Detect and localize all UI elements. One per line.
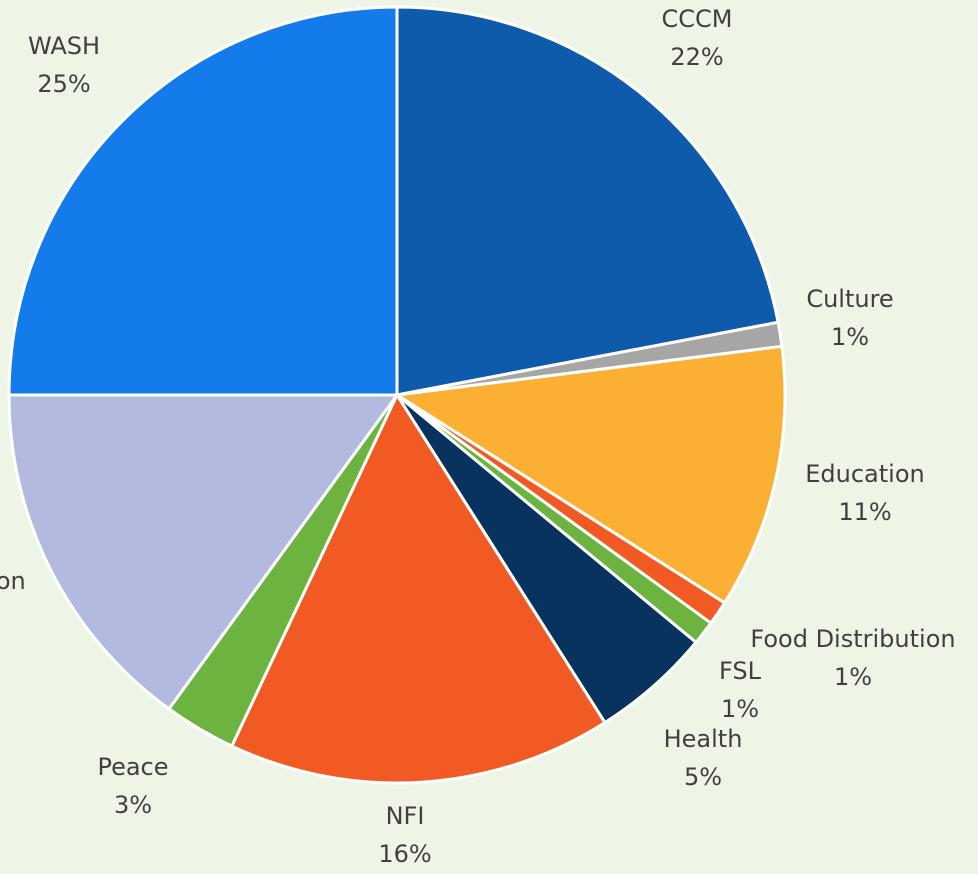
pie-slice xyxy=(392,344,787,605)
slice-value-label: 5% xyxy=(684,763,722,791)
slice-label: Peace xyxy=(97,753,168,781)
slice-value-label: 25% xyxy=(37,70,90,98)
slice-value-label: 1% xyxy=(721,695,759,723)
slice-label: FSL xyxy=(719,657,762,685)
pie-slice xyxy=(7,5,399,397)
slice-value-label: 1% xyxy=(831,323,869,351)
pie-slice xyxy=(395,5,780,397)
slice-label: Protection xyxy=(0,567,26,595)
slice-value-label: 1% xyxy=(834,663,872,691)
pie-slice xyxy=(7,393,400,711)
pie-slice xyxy=(229,391,607,785)
slice-value-label: 11% xyxy=(838,498,891,526)
slice-label: CCCM xyxy=(662,5,733,33)
slice-label: Health xyxy=(664,725,743,753)
slice-value-label: 3% xyxy=(114,791,152,819)
slice-label: NFI xyxy=(386,802,425,830)
slice-label: Culture xyxy=(806,285,893,313)
slice-label: Education xyxy=(805,460,924,488)
slice-value-label: 16% xyxy=(378,840,431,868)
slice-value-label: 22% xyxy=(670,43,723,71)
slice-label: Food Distribution xyxy=(750,625,955,653)
slice-label: WASH xyxy=(28,32,100,60)
